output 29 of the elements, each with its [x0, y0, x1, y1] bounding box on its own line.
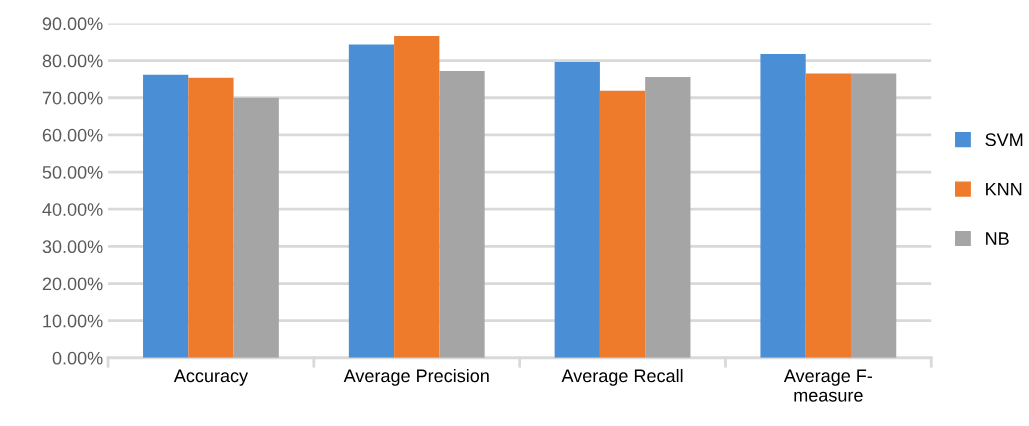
bar — [394, 36, 440, 358]
legend-label: KNN — [986, 182, 1022, 196]
bar — [233, 97, 279, 358]
bar — [554, 62, 600, 358]
y-tick-label: 30.00% — [42, 240, 103, 254]
bar — [599, 90, 646, 358]
x-tick-label: Average Recall — [561, 368, 683, 386]
bar — [188, 77, 234, 358]
y-tick-label: 90.00% — [42, 17, 103, 31]
y-tick-label: 10.00% — [43, 314, 103, 328]
x-tick-label: Accuracy — [173, 369, 249, 386]
bar — [439, 70, 485, 358]
y-tick-label: 0.00% — [52, 351, 103, 365]
x-tick-label: Average F- measure — [783, 369, 873, 402]
y-tick-label: 60.00% — [42, 128, 103, 142]
y-tick-label: 50.00% — [42, 165, 103, 179]
legend-label: NB — [986, 232, 1009, 245]
y-tick-label: 40.00% — [42, 203, 103, 216]
legend-label: SVM — [985, 133, 1023, 147]
x-tick-label: Average Precision — [343, 368, 489, 386]
bar — [805, 73, 851, 358]
bar — [760, 53, 806, 358]
y-tick-label: 20.00% — [42, 277, 103, 291]
bar — [645, 76, 691, 358]
bar — [143, 74, 189, 358]
bar — [348, 44, 395, 358]
bar — [850, 73, 897, 358]
y-tick-label: 70.00% — [42, 91, 103, 105]
y-tick-label: 80.00% — [42, 54, 103, 68]
